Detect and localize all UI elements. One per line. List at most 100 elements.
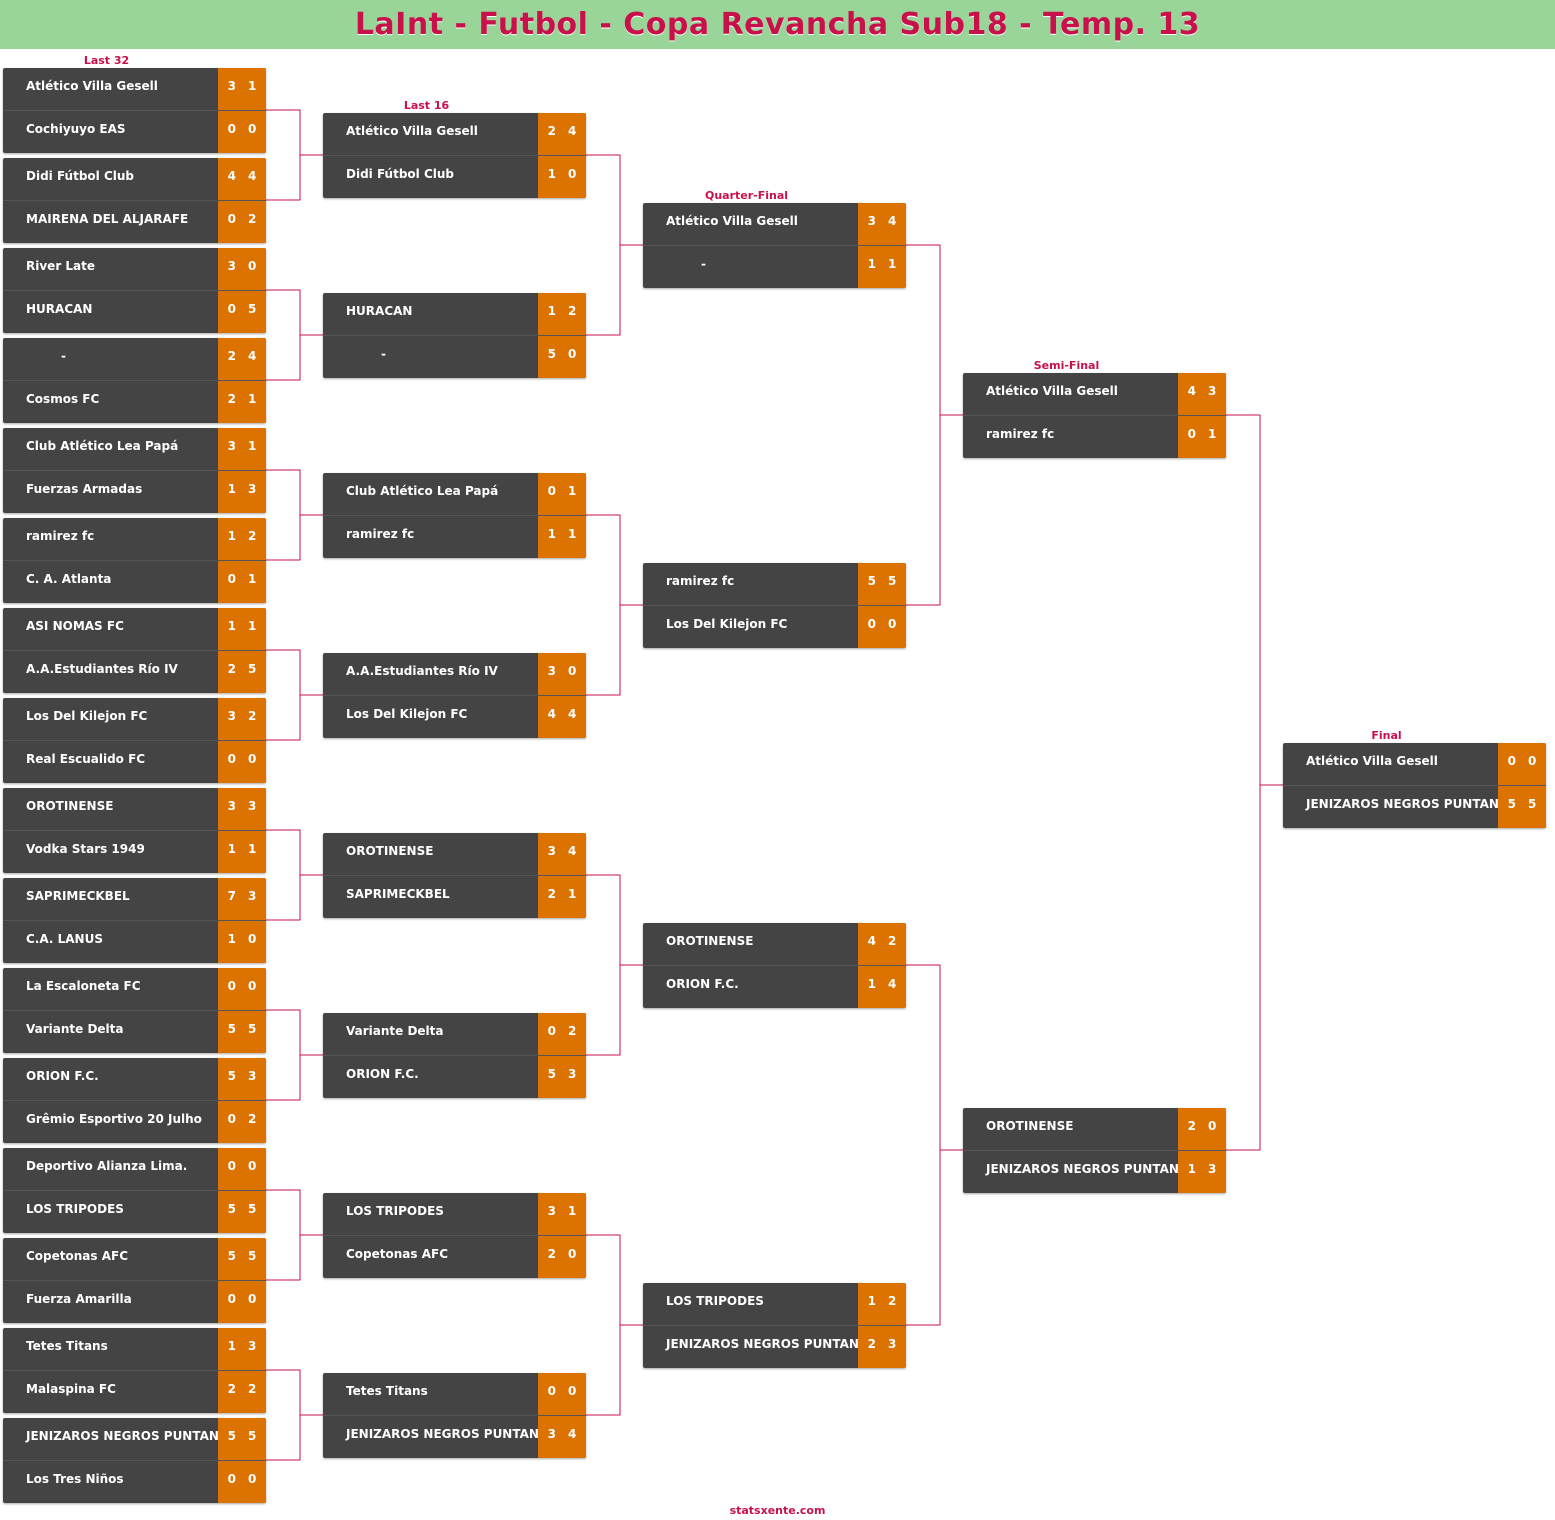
score-leg-2: 4: [248, 169, 257, 183]
match-card[interactable]: Atlético Villa Gesell 0 0 JENIZAROS NEGROS …: [1283, 743, 1546, 828]
match-card[interactable]: Didi Fútbol Club 4 4 MAIRENA DEL ALJARAFE 0 2: [3, 158, 266, 243]
match-card[interactable]: Variante Delta 0 2 ORION F.C. 5 3: [323, 1013, 586, 1098]
match-card[interactable]: SAPRIMECKBEL 7 3 C.A. LANUS 1 0: [3, 878, 266, 963]
score-leg-2: 1: [1208, 427, 1217, 441]
score-leg-1: 0: [1187, 427, 1196, 441]
match-card[interactable]: Tetes Titans 1 3 Malaspina FC 2 2: [3, 1328, 266, 1413]
match-card[interactable]: River Late 3 0 HURACAN 0 5: [3, 248, 266, 333]
score-leg-2: 1: [888, 257, 897, 271]
team-row: LOS TRIPODES 1 2: [643, 1283, 906, 1325]
score-leg-2: 2: [248, 1382, 257, 1396]
match-card[interactable]: La Escaloneta FC 0 0 Variante Delta 5 5: [3, 968, 266, 1053]
match-card[interactable]: Atlético Villa Gesell 3 1 Cochiyuyo EAS 0 0: [3, 68, 266, 153]
bracket-connector: [586, 154, 643, 336]
score-leg-1: 1: [547, 304, 556, 318]
bracket-connector: [586, 1234, 643, 1416]
score-leg-1: 3: [227, 79, 236, 93]
match-card[interactable]: OROTINENSE 4 2 ORION F.C. 1 4: [643, 923, 906, 1008]
team-name: A.A.Estudiantes Río IV: [26, 662, 178, 676]
score-leg-2: 0: [248, 752, 257, 766]
match-card[interactable]: Los Del Kilejon FC 3 2 Real Escualido FC 0 0: [3, 698, 266, 783]
match-card[interactable]: ASI NOMAS FC 1 1 A.A.Estudiantes Río IV 2 5: [3, 608, 266, 693]
team-row: Variante Delta 0 2: [323, 1013, 586, 1055]
team-row: Los Tres Niños 0 0: [3, 1460, 266, 1503]
team-row: Cochiyuyo EAS 0 0: [3, 110, 266, 153]
team-name: JENIZAROS NEGROS PUNTANOS: [26, 1429, 218, 1443]
score-leg-1: 3: [227, 799, 236, 813]
team-name: HURACAN: [26, 302, 93, 316]
score-leg-1: 2: [1187, 1119, 1196, 1133]
team-row: Los Del Kilejon FC 0 0: [643, 605, 906, 648]
match-card[interactable]: ORION F.C. 5 3 Grêmio Esportivo 20 Julho 0 2: [3, 1058, 266, 1143]
team-row: Atlético Villa Gesell 3 1: [3, 68, 266, 110]
team-row: JENIZAROS NEGROS PUNTANOS 5 5: [3, 1418, 266, 1460]
team-row: JENIZAROS NEGROS PUNTANOS 3 4: [323, 1415, 586, 1458]
match-card[interactable]: OROTINENSE 2 0 JENIZAROS NEGROS PUNTANOS 1 3: [963, 1108, 1226, 1193]
team-row: OROTINENSE 3 4: [323, 833, 586, 875]
team-row: C.A. LANUS 1 0: [3, 920, 266, 963]
team-row: ramirez fc 1 1: [323, 515, 586, 558]
bracket-connector: [266, 1189, 323, 1281]
score-leg-1: 1: [867, 977, 876, 991]
team-name: ramirez fc: [666, 574, 735, 588]
match-card[interactable]: Atlético Villa Gesell 4 3 ramirez fc 0 1: [963, 373, 1226, 458]
score-leg-1: 5: [227, 1429, 236, 1443]
team-name: Tetes Titans: [26, 1339, 108, 1353]
team-row: Club Atlético Lea Papá 0 1: [323, 473, 586, 515]
match-card[interactable]: -2 4 Cosmos FC 2 1: [3, 338, 266, 423]
match-card[interactable]: Atlético Villa Gesell 3 4 - 1 1: [643, 203, 906, 288]
team-row: Real Escualido FC 0 0: [3, 740, 266, 783]
match-card[interactable]: LOS TRIPODES 1 2 JENIZAROS NEGROS PUNTANOS 2…: [643, 1283, 906, 1368]
round-title: Last 32: [83, 54, 130, 67]
team-row: SAPRIMECKBEL 7 3: [3, 878, 266, 920]
team-name: Atlético Villa Gesell: [26, 79, 158, 93]
match-card[interactable]: HURACAN 1 2 - 5 0: [323, 293, 586, 378]
match-card[interactable]: Deportivo Alianza Lima. 0 0 LOS TRIPODES 5 5: [3, 1148, 266, 1233]
team-name: Los Del Kilejon FC: [346, 707, 468, 721]
bracket-connector: [906, 964, 963, 1326]
match-card[interactable]: Atlético Villa Gesell 2 4 Didi Fútbol Club 1…: [323, 113, 586, 198]
match-card[interactable]: OROTINENSE 3 3 Vodka Stars 1949 1 1: [3, 788, 266, 873]
score-leg-2: 5: [248, 1022, 257, 1036]
score-leg-2: 0: [1208, 1119, 1217, 1133]
score-leg-1: 0: [547, 1384, 556, 1398]
match-card[interactable]: ramirez fc 1 2 C. A. Atlanta 0 1: [3, 518, 266, 603]
team-row: MAIRENA DEL ALJARAFE 0 2: [3, 200, 266, 243]
round-title: Last 16: [403, 99, 450, 112]
match-card[interactable]: Club Atlético Lea Papá 3 1 Fuerzas Armadas 1…: [3, 428, 266, 513]
match-card[interactable]: A.A.Estudiantes Río IV 3 0 Los Del Kilejon …: [323, 653, 586, 738]
round-title: Final: [1371, 729, 1402, 742]
score-leg-2: 0: [248, 932, 257, 946]
team-name: MAIRENA DEL ALJARAFE: [26, 212, 189, 226]
team-name: Real Escualido FC: [26, 752, 146, 766]
score-leg-1: 5: [227, 1022, 236, 1036]
team-row: Malaspina FC 2 2: [3, 1370, 266, 1413]
team-name: LOS TRIPODES: [26, 1202, 124, 1216]
score-leg-1: 1: [227, 932, 236, 946]
score-leg-1: 0: [227, 212, 236, 226]
match-card[interactable]: LOS TRIPODES 3 1 Copetonas AFC 2 0: [323, 1193, 586, 1278]
match-card[interactable]: Copetonas AFC 5 5 Fuerza Amarilla 0 0: [3, 1238, 266, 1323]
match-card[interactable]: ramirez fc 5 5 Los Del Kilejon FC 0 0: [643, 563, 906, 648]
team-row: HURACAN 0 5: [3, 290, 266, 333]
match-card[interactable]: Club Atlético Lea Papá 0 1 ramirez fc 1 1: [323, 473, 586, 558]
score-leg-1: 4: [227, 169, 236, 183]
match-card[interactable]: Tetes Titans 0 0 JENIZAROS NEGROS PUNTANOS 3…: [323, 1373, 586, 1458]
match-card[interactable]: OROTINENSE 3 4 SAPRIMECKBEL 2 1: [323, 833, 586, 918]
team-name: Los Del Kilejon FC: [666, 617, 788, 631]
match-card[interactable]: JENIZAROS NEGROS PUNTANOS 5 5 Los Tres Niño…: [3, 1418, 266, 1503]
team-row: La Escaloneta FC 0 0: [3, 968, 266, 1010]
